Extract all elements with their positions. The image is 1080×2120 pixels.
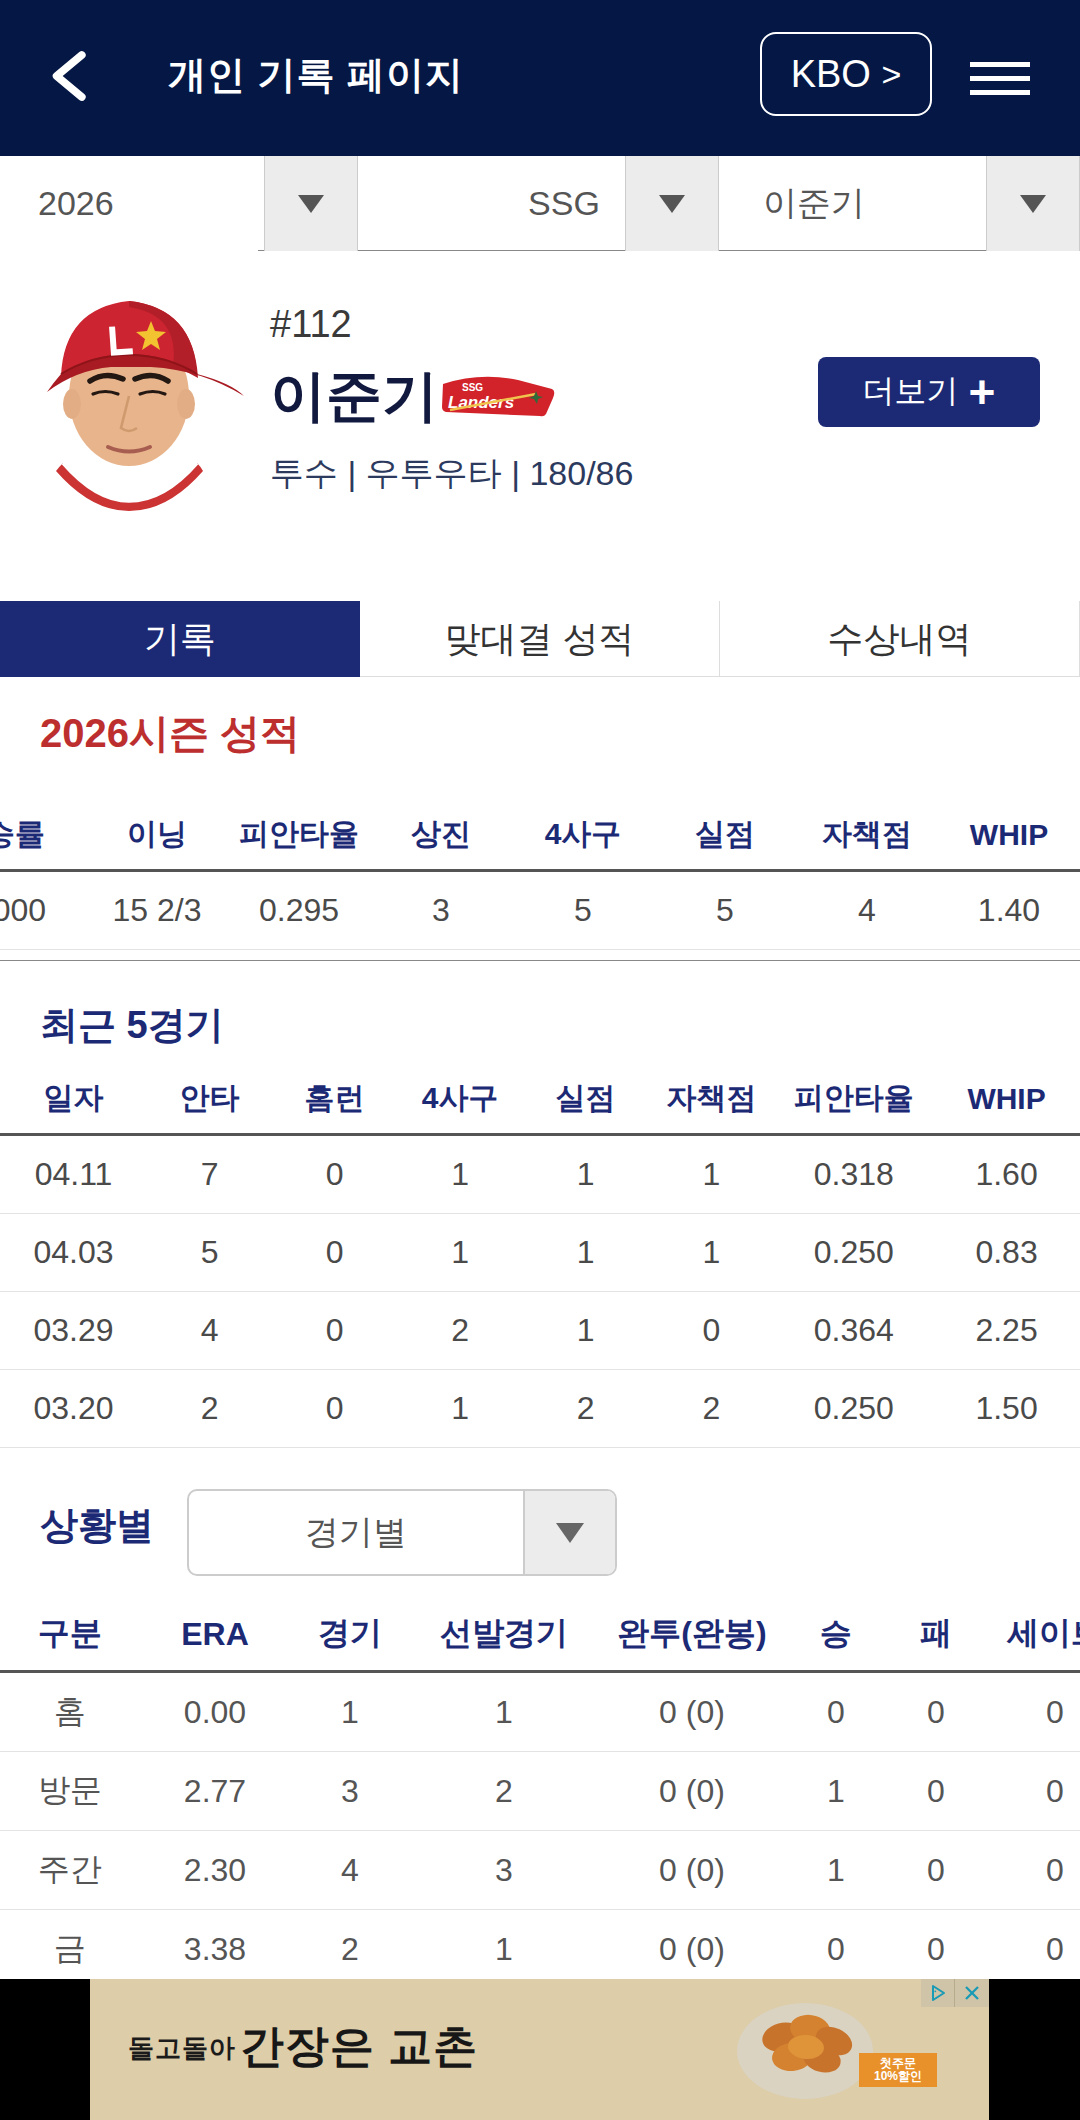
svg-text:SSG: SSG [462,382,483,393]
